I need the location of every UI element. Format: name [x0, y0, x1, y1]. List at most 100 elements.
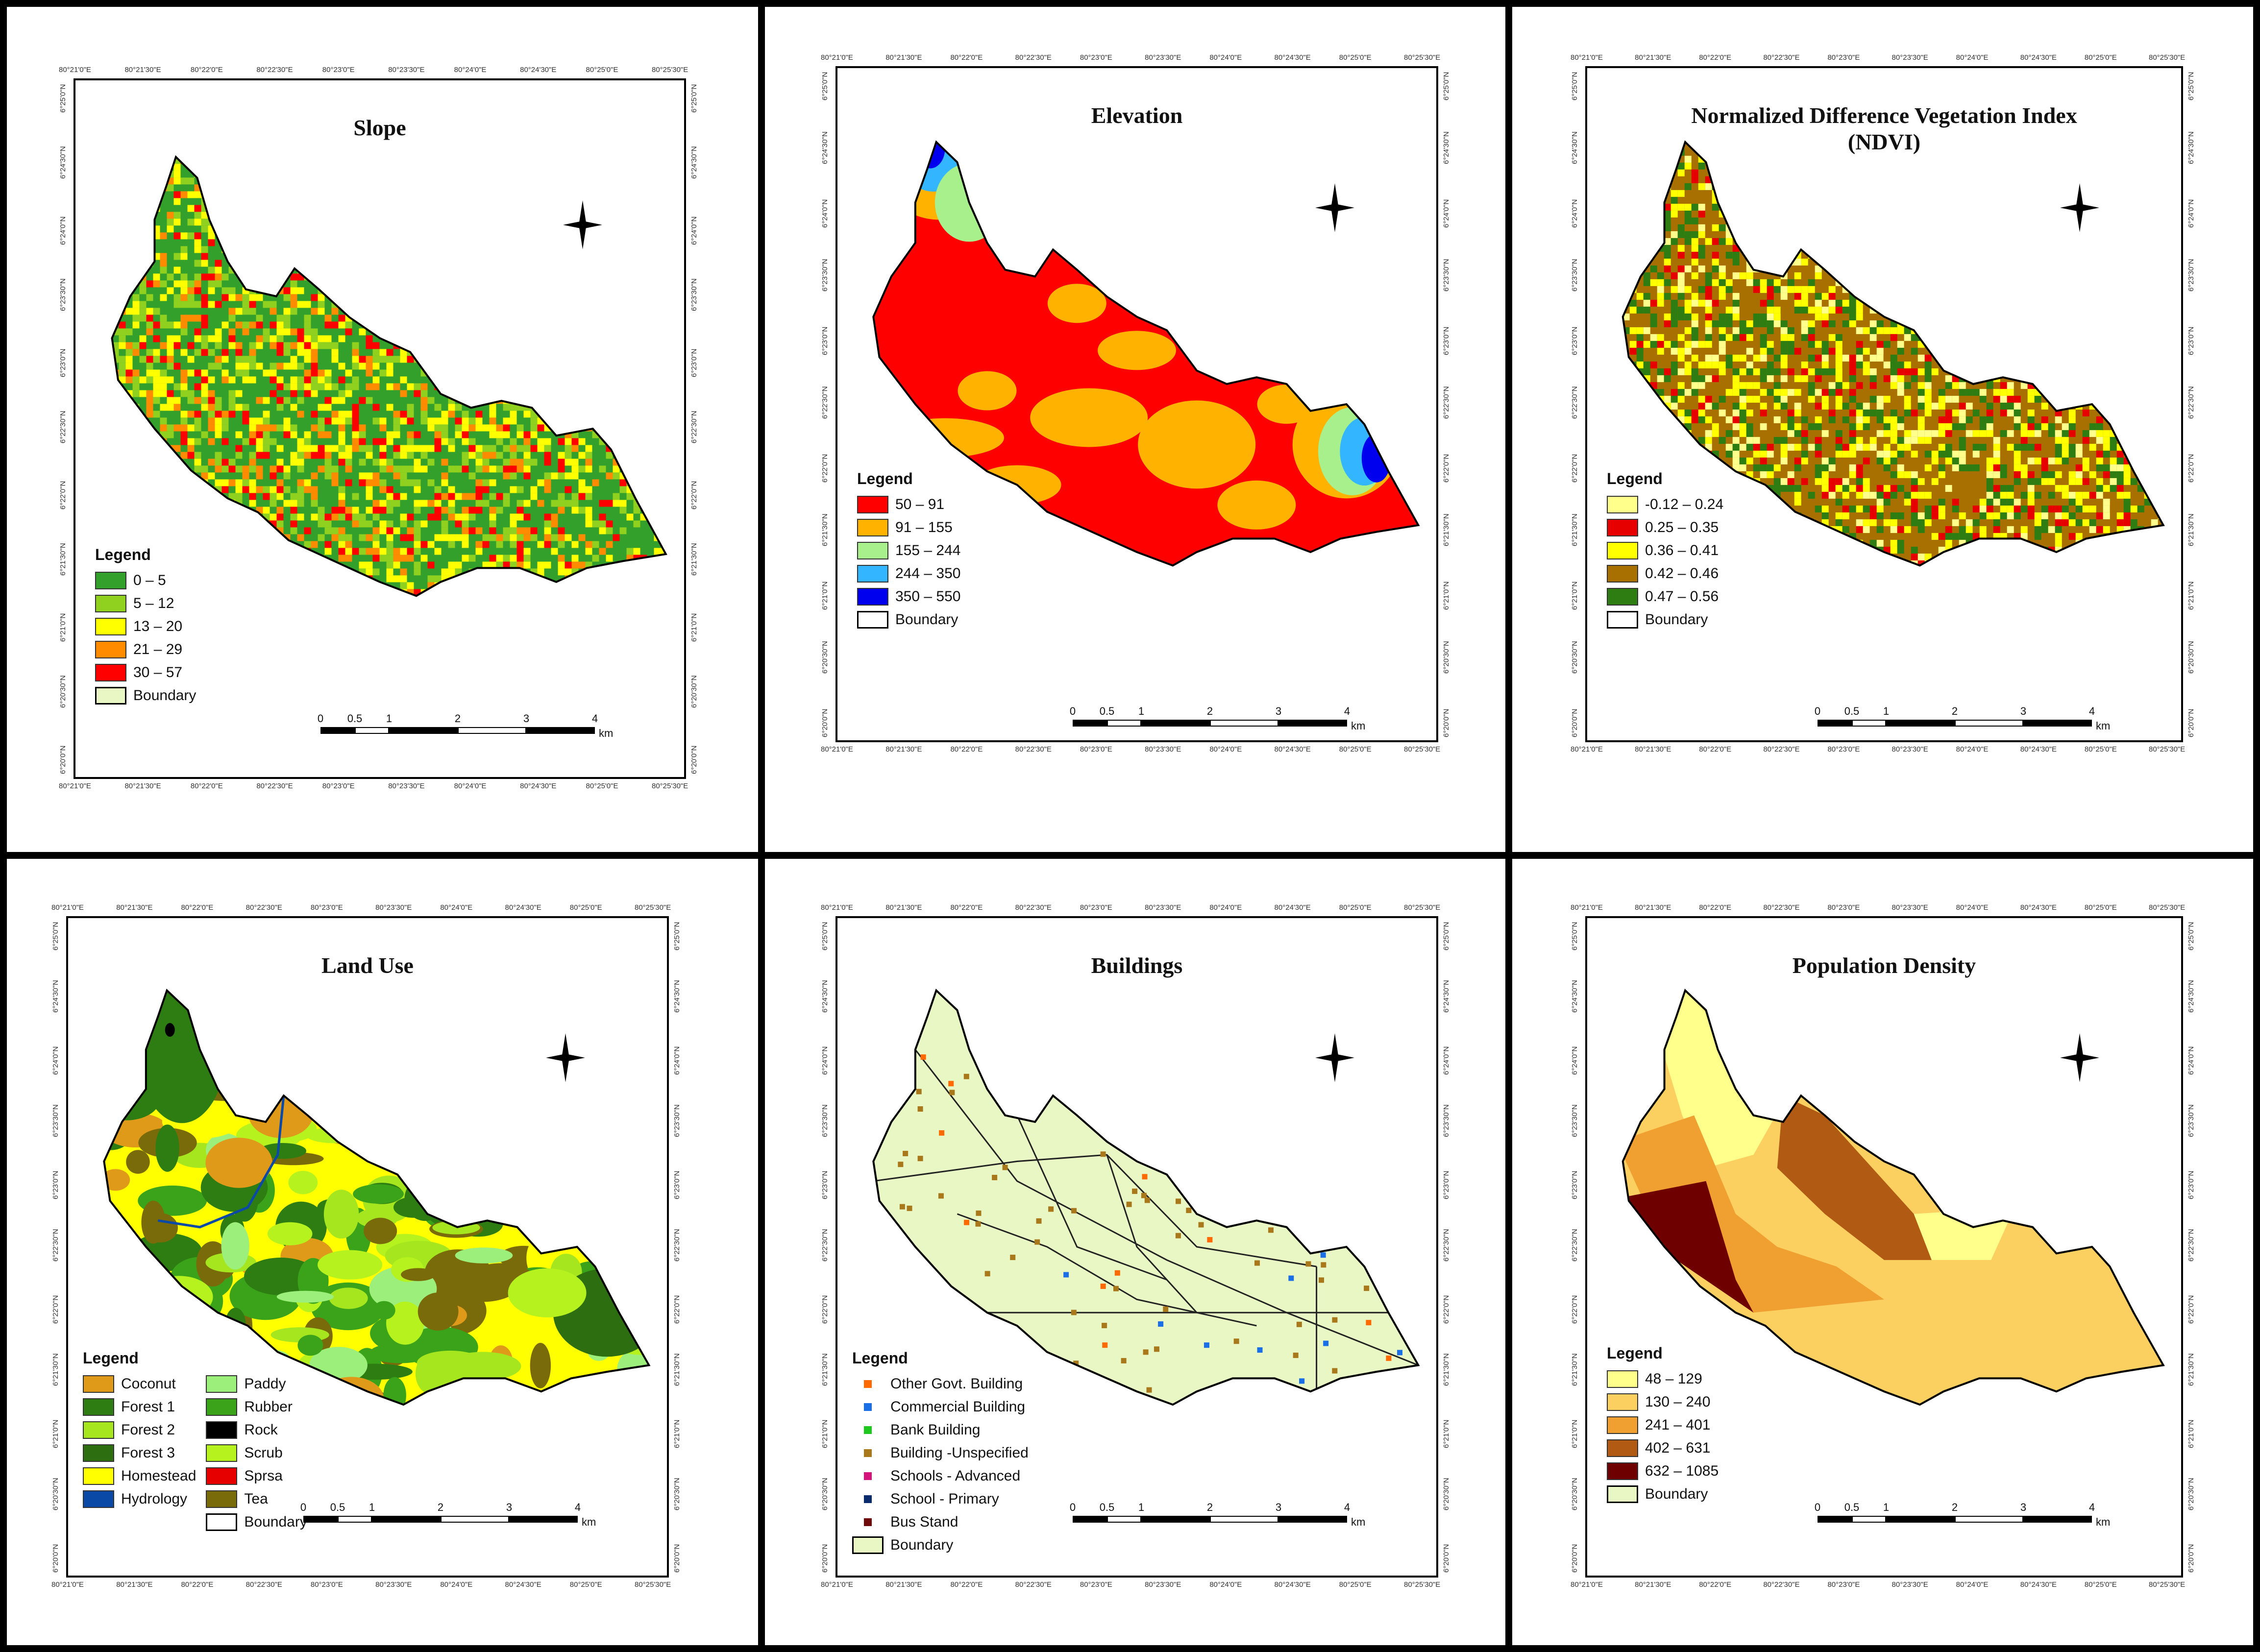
- lon-tick-top: 80°21'0"E: [1571, 903, 1603, 912]
- lat-tick-left: 6°24'0"N: [59, 216, 67, 245]
- lon-tick-bottom: 80°24'30"E: [2020, 1580, 2057, 1589]
- scale-label: 2: [437, 1501, 444, 1513]
- legend-swatch: [95, 594, 126, 612]
- lat-tick-right: 6°20'30"N: [673, 1478, 681, 1510]
- scale-label: 1: [1883, 705, 1890, 717]
- lon-tick-bottom: 80°24'0"E: [1956, 745, 1989, 753]
- lat-tick-left: 6°25'0"N: [51, 922, 60, 950]
- scale-label: 0: [1069, 1501, 1076, 1513]
- legend-item: Forest 2: [83, 1418, 196, 1441]
- legend-item: Boundary: [95, 684, 196, 707]
- lon-tick-bottom: 80°21'30"E: [1635, 745, 1671, 753]
- legend-item: 241 – 401: [1607, 1413, 1719, 1436]
- lon-tick-bottom: 80°22'30"E: [1015, 1580, 1052, 1589]
- scale-label: 0: [1814, 705, 1821, 717]
- lat-tick-left: 6°25'0"N: [821, 922, 829, 950]
- legend-label: 0.36 – 0.41: [1645, 542, 1719, 559]
- lat-tick-left: 6°21'30"N: [1571, 1353, 1579, 1386]
- lon-tick-top: 80°24'30"E: [2020, 53, 2057, 62]
- scale-segment: [1852, 1516, 1886, 1523]
- legend-swatch: [206, 1490, 238, 1508]
- legend-swatch: [1607, 518, 1638, 536]
- lat-tick-right: 6°21'30"N: [690, 543, 698, 576]
- legend-item: Forest 3: [83, 1441, 196, 1464]
- boundary-outline: [872, 989, 1420, 1406]
- lon-tick-bottom: 80°23'30"E: [388, 782, 425, 790]
- lat-tick-left: 6°24'30"N: [59, 146, 67, 179]
- lon-tick-top: 80°22'0"E: [1699, 903, 1732, 912]
- legend-swatch: [864, 1495, 872, 1503]
- scale-bar: 0 0.5 1 2 3 4 km: [318, 712, 614, 739]
- scale-label: 0: [1069, 705, 1076, 717]
- lon-tick-top: 80°25'30"E: [1404, 903, 1441, 912]
- legend-label: 0.42 – 0.46: [1645, 565, 1719, 582]
- lat-tick-left: 6°23'0"N: [1571, 326, 1579, 355]
- legend-swatch: [857, 610, 888, 629]
- legend-item: 0.25 – 0.35: [1607, 516, 1723, 539]
- lon-tick-top: 80°25'0"E: [2084, 53, 2117, 62]
- legend-item: Paddy: [206, 1372, 307, 1395]
- scale-segment: [1278, 720, 1347, 727]
- scale-label: 4: [574, 1501, 581, 1513]
- north-arrow-icon: [1313, 1031, 1357, 1085]
- map-buildings: Buildings Legend Other Govt. Building Comme…: [835, 916, 1438, 1578]
- lon-tick-bottom: 80°25'0"E: [586, 782, 618, 790]
- scale-segment: [1886, 720, 1955, 727]
- lat-tick-left: 6°22'30"N: [1571, 386, 1579, 419]
- scale-unit: km: [582, 1516, 596, 1528]
- legend-item: 91 – 155: [857, 516, 960, 539]
- lon-tick-top: 80°22'0"E: [950, 53, 983, 62]
- lon-tick-bottom: 80°21'30"E: [885, 745, 922, 753]
- lat-tick-right: 6°21'0"N: [690, 613, 698, 642]
- lat-tick-right: 6°22'30"N: [673, 1229, 681, 1262]
- north-arrow-icon: [561, 198, 605, 252]
- lon-tick-bottom: 80°25'30"E: [635, 1580, 671, 1589]
- lon-tick-top: 80°22'0"E: [181, 903, 214, 912]
- scale-segment: [441, 1516, 509, 1523]
- map-ndvi: Normalized Difference Vegetation Index (N…: [1585, 66, 2183, 742]
- scale-label: 3: [1275, 705, 1282, 717]
- lon-tick-bottom: 80°23'30"E: [1145, 1580, 1181, 1589]
- legend-swatch: [206, 1398, 238, 1416]
- scale-label: 1: [1138, 1501, 1145, 1513]
- lat-tick-right: 6°24'30"N: [2187, 131, 2195, 164]
- lat-tick-left: 6°23'30"N: [821, 1104, 829, 1137]
- legend-item: Schools - Advanced: [852, 1464, 1029, 1487]
- legend-item: 0.42 – 0.46: [1607, 562, 1723, 585]
- lat-tick-right: 6°20'0"N: [673, 1544, 681, 1573]
- lon-tick-top: 80°24'0"E: [440, 903, 473, 912]
- north-arrow-icon: [543, 1031, 588, 1085]
- lat-tick-right: 6°24'0"N: [690, 216, 698, 245]
- legend-item: Building -Unspecified: [852, 1441, 1029, 1464]
- lon-tick-top: 80°24'0"E: [1956, 903, 1989, 912]
- scale-segment: [372, 1516, 441, 1523]
- legend-title: Legend: [95, 546, 151, 563]
- scale-label: 3: [506, 1501, 513, 1513]
- lat-tick-right: 6°23'0"N: [2187, 326, 2195, 355]
- legend-swatch: [1607, 610, 1638, 629]
- lon-tick-top: 80°25'30"E: [1404, 53, 1441, 62]
- lon-tick-bottom: 80°23'30"E: [1892, 1580, 1928, 1589]
- boundary-outline: [111, 155, 667, 597]
- lat-tick-right: 6°23'30"N: [690, 278, 698, 311]
- lat-tick-right: 6°20'30"N: [2187, 1478, 2195, 1510]
- legend-item: Coconut: [83, 1372, 196, 1395]
- legend-item: 0.36 – 0.41: [1607, 539, 1723, 562]
- lat-tick-right: 6°24'30"N: [673, 980, 681, 1013]
- lat-tick-right: 6°20'0"N: [1442, 1544, 1450, 1573]
- lon-tick-top: 80°25'30"E: [2149, 903, 2186, 912]
- scale-bar: 0 0.5 1 2 3 4 km: [1814, 705, 2112, 732]
- legend-swatch: [83, 1398, 114, 1416]
- legend-label: 13 – 20: [133, 618, 183, 634]
- map-title-population: Population Density: [1792, 953, 1976, 978]
- lon-tick-top: 80°24'30"E: [1274, 53, 1311, 62]
- legend-swatch: [857, 518, 888, 536]
- lat-tick-left: 6°23'30"N: [59, 278, 67, 311]
- lon-tick-top: 80°24'0"E: [1209, 903, 1242, 912]
- lat-tick-left: 6°21'30"N: [821, 513, 829, 546]
- legend-item: Forest 1: [83, 1395, 196, 1418]
- legend-label: 91 – 155: [895, 519, 953, 535]
- scale-label: 4: [1344, 1501, 1351, 1513]
- legend-item: Boundary: [857, 608, 960, 631]
- legend-item: 244 – 350: [857, 562, 960, 585]
